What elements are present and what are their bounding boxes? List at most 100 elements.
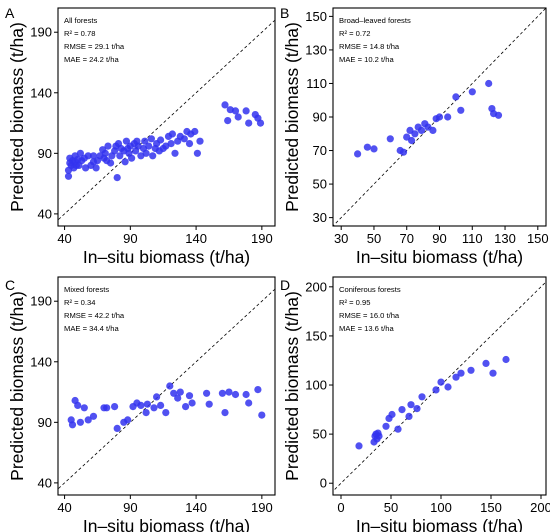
data-point [242, 390, 250, 399]
data-point [355, 442, 363, 450]
data-point [394, 425, 402, 433]
y-tick-label: 90 [38, 415, 52, 430]
data-point [142, 409, 150, 417]
data-point [150, 404, 158, 412]
data-point [111, 403, 119, 411]
data-point [457, 369, 465, 377]
data-point [180, 135, 188, 143]
data-point [258, 411, 266, 419]
data-point [256, 119, 265, 127]
stat-line: MAE = 13.6 t/ha [339, 324, 394, 333]
y-tick-label: 130 [305, 42, 327, 57]
data-point [141, 137, 149, 145]
x-tick-label: 190 [251, 500, 273, 515]
data-point [242, 107, 250, 115]
data-point [149, 152, 157, 160]
x-tick-label: 40 [57, 500, 71, 515]
data-point [363, 143, 371, 151]
data-point [128, 154, 136, 162]
stat-line: RMSE = 42.2 t/ha [64, 311, 125, 320]
data-point [435, 113, 444, 121]
data-point [234, 113, 242, 121]
panel-title: All forests [64, 16, 98, 25]
data-point [89, 412, 98, 420]
data-point [182, 403, 190, 411]
stat-line: MAE = 10.2 t/ha [339, 55, 394, 64]
data-point [174, 394, 182, 402]
x-tick-label: 130 [494, 231, 516, 246]
data-point [122, 137, 130, 145]
x-tick-label: 150 [527, 231, 549, 246]
y-tick-label: 140 [30, 85, 52, 100]
x-tick-label: 90 [123, 231, 137, 246]
panel-title: Coniferous forests [339, 285, 401, 294]
data-point [407, 401, 415, 409]
stat-line: RMSE = 29.1 t/ha [64, 42, 125, 51]
data-point [468, 88, 476, 96]
data-point [375, 432, 383, 440]
data-point [101, 149, 109, 157]
data-point [80, 404, 88, 412]
data-point [92, 164, 100, 172]
data-point [153, 393, 161, 401]
panel-b: B 30 50 70 90 110 130 150 30 50 70 90 110 130 150 In–si… [280, 5, 549, 267]
data-point [457, 106, 465, 114]
x-axis-title: In–situ biomass (t/ha) [356, 247, 523, 267]
data-point [452, 373, 460, 381]
data-point [502, 355, 510, 364]
x-tick-label: 100 [430, 500, 452, 515]
y-tick-label: 40 [38, 475, 52, 490]
data-point [137, 401, 145, 409]
panel-d: D 0 50 100 150 200 0 50 100 150 200 In–situ biomass… [280, 276, 550, 532]
data-point [185, 140, 194, 148]
data-point [157, 136, 165, 144]
data-point [417, 126, 426, 134]
y-tick-label: 50 [313, 177, 327, 192]
x-axis-title: In–situ biomass (t/ha) [83, 516, 250, 532]
data-point [221, 101, 229, 109]
data-point [218, 389, 226, 397]
data-point [485, 79, 493, 88]
panel-letter: C [5, 277, 15, 293]
data-point [193, 149, 201, 157]
data-point [89, 152, 98, 160]
x-axis-title: In–situ biomass (t/ha) [356, 516, 523, 532]
data-point [370, 145, 378, 153]
data-point [408, 136, 416, 145]
y-tick-label: 140 [30, 354, 52, 369]
data-point [432, 386, 440, 394]
data-point [205, 400, 213, 408]
y-tick-label: 70 [313, 143, 327, 158]
data-point [467, 366, 475, 374]
data-point [103, 404, 111, 412]
y-tick-label: 40 [38, 206, 52, 221]
data-point [354, 150, 362, 158]
panel-title: Mixed forests [64, 285, 109, 294]
plot-frame [57, 7, 276, 227]
data-point [142, 149, 150, 157]
x-tick-label: 70 [399, 231, 413, 246]
data-point [444, 113, 452, 121]
data-point [437, 378, 445, 386]
data-point [254, 386, 262, 394]
data-point [245, 399, 253, 407]
data-point [482, 359, 490, 367]
data-point [405, 412, 413, 420]
data-point [203, 389, 211, 397]
data-point [221, 409, 229, 417]
data-point [231, 390, 240, 399]
stat-line: R² = 0.95 [339, 298, 370, 307]
y-axis-title: Predicted biomass (t/ha) [7, 291, 27, 481]
data-point [168, 130, 176, 138]
data-point [145, 142, 153, 150]
stat-line: MAE = 24.2 t/ha [64, 55, 119, 64]
y-axis-title: Predicted biomass (t/ha) [282, 291, 302, 481]
panel-letter: D [280, 277, 290, 293]
y-tick-label: 90 [38, 146, 52, 161]
data-point [74, 401, 82, 409]
data-point [418, 393, 426, 401]
plot-frame [57, 276, 276, 496]
data-point [191, 127, 199, 136]
data-point [166, 382, 174, 390]
